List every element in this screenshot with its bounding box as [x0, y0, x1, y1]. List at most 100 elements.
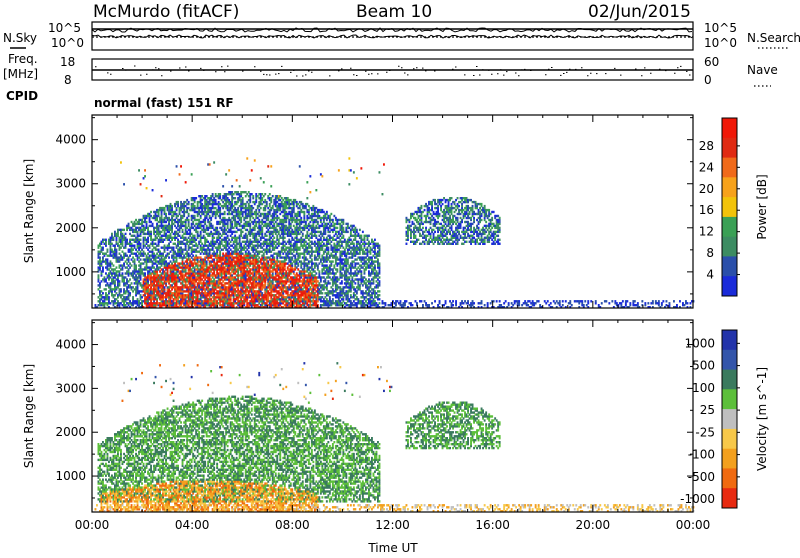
heatmap-cell	[212, 193, 214, 195]
heatmap-cell	[225, 173, 227, 175]
heatmap-cell	[227, 235, 229, 237]
heatmap-cell	[180, 165, 182, 167]
heatmap-cell	[191, 173, 193, 175]
heatmap-cell	[152, 223, 154, 225]
heatmap-cell	[177, 201, 179, 203]
heatmap-cell	[194, 215, 196, 217]
heatmap-cell	[113, 264, 115, 266]
freq-tick-bottom: 8	[64, 73, 72, 87]
heatmap-cell	[176, 165, 178, 167]
heatmap-cell	[132, 296, 134, 298]
heatmap-cell	[222, 185, 224, 187]
heatmap-cell	[120, 288, 122, 290]
nsky-strip: 10^5 10^0 10^5 10^0 N.Sky N.Search	[3, 21, 800, 50]
heatmap-cell	[150, 231, 152, 233]
heatmap-cell	[273, 256, 275, 258]
heatmap-cell	[129, 292, 131, 294]
heatmap-cell	[254, 159, 256, 161]
heatmap-cell	[209, 163, 211, 165]
heatmap-cell	[165, 179, 167, 181]
heatmap-cell	[263, 181, 265, 183]
heatmap-cell	[260, 177, 262, 179]
nsearch-tick-bottom: 10^0	[704, 36, 737, 50]
heatmap-cell	[116, 266, 118, 268]
heatmap-cell	[129, 278, 131, 280]
heatmap-cell	[122, 272, 124, 274]
nsky-label: N.Sky	[3, 31, 37, 45]
heatmap-cell	[131, 282, 133, 284]
heatmap-cell	[140, 258, 142, 260]
heatmap-cell	[102, 266, 104, 268]
heatmap-cell	[105, 239, 107, 241]
heatmap-cell	[252, 195, 254, 197]
heatmap-cell	[252, 207, 254, 209]
station-title: McMurdo (fitACF)	[93, 2, 239, 22]
heatmap-cell	[273, 237, 275, 239]
heatmap-cell	[146, 187, 148, 189]
heatmap-cell	[123, 229, 125, 231]
freq-unit-label: [MHz]	[3, 67, 38, 81]
cpid-text: normal (fast) 151 RF	[94, 96, 234, 110]
heatmap-cell	[144, 272, 146, 274]
power-heatmap-cells	[95, 157, 695, 308]
heatmap-cell	[131, 264, 133, 266]
nsearch-label: N.Search	[747, 31, 800, 45]
heatmap-cell	[179, 173, 181, 175]
heatmap-cell	[267, 165, 269, 167]
heatmap-cell	[272, 195, 274, 197]
heatmap-cell	[260, 207, 262, 209]
heatmap-cell	[213, 161, 215, 163]
heatmap-cell	[119, 280, 121, 282]
heatmap-cell	[128, 223, 130, 225]
heatmap-cell	[98, 274, 100, 276]
heatmap-cell	[134, 258, 136, 260]
heatmap-cell	[270, 165, 272, 167]
heatmap-cell	[135, 264, 137, 266]
nave-tick-bottom: 0	[704, 73, 712, 87]
heatmap-cell	[120, 161, 122, 163]
heatmap-cell	[102, 247, 104, 249]
heatmap-cell	[182, 229, 184, 231]
heatmap-cell	[270, 185, 272, 187]
heatmap-cell	[168, 256, 170, 258]
heatmap-cell	[107, 258, 109, 260]
nsky-tick-top: 10^5	[48, 21, 81, 35]
heatmap-cell	[239, 185, 241, 187]
heatmap-cell	[140, 183, 142, 185]
heatmap-cell	[228, 169, 230, 171]
nsky-tick-bottom: 10^0	[51, 36, 84, 50]
heatmap-cell	[195, 197, 197, 199]
heatmap-cell	[188, 201, 190, 203]
heatmap-cell	[116, 249, 118, 251]
heatmap-cell	[173, 247, 175, 249]
heatmap-cell	[300, 217, 302, 219]
heatmap-cell	[146, 221, 148, 223]
heatmap-cell	[246, 157, 248, 159]
heatmap-cell	[284, 237, 286, 239]
heatmap-cell	[123, 183, 125, 185]
heatmap-cell	[144, 175, 146, 177]
heatmap-cell	[264, 193, 266, 195]
heatmap-cell	[269, 193, 271, 195]
freq-label: Freq.	[8, 52, 38, 66]
heatmap-cell	[126, 239, 128, 241]
heatmap-cell	[171, 205, 173, 207]
heatmap-cell	[216, 227, 218, 229]
heatmap-cell	[140, 239, 142, 241]
heatmap-cell	[224, 211, 226, 213]
heatmap-cell	[111, 233, 113, 235]
heatmap-cell	[249, 179, 251, 181]
heatmap-cell	[236, 179, 238, 181]
heatmap-cell	[299, 165, 301, 167]
radar-summary-plot: McMurdo (fitACF) Beam 10 02/Jun/2015 10^…	[0, 0, 800, 554]
heatmap-cell	[102, 292, 104, 294]
heatmap-cell	[188, 213, 190, 215]
plot-canvas: McMurdo (fitACF) Beam 10 02/Jun/2015 10^…	[0, 0, 800, 554]
heatmap-cell	[138, 169, 140, 171]
heatmap-cell	[99, 256, 101, 258]
heatmap-cell	[242, 231, 244, 233]
heatmap-cell	[212, 225, 214, 227]
beam-title: Beam 10	[356, 2, 432, 22]
heatmap-cell	[242, 197, 244, 199]
